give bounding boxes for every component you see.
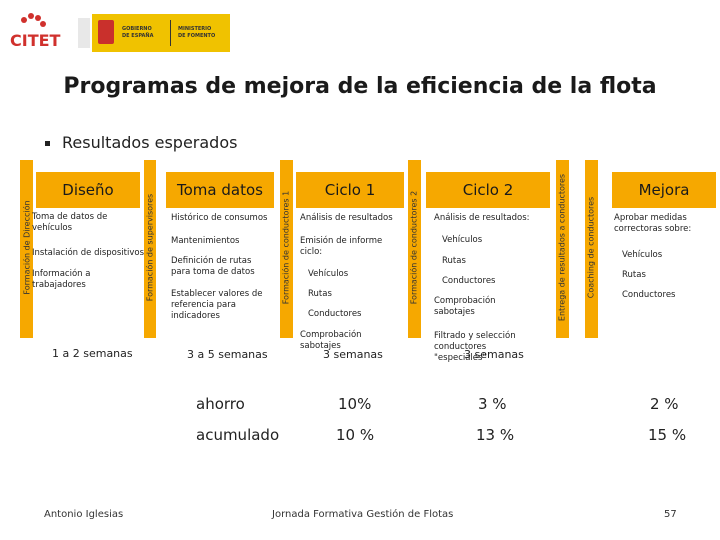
ciclo2-item-6: Filtrado y selección conductores "especi…: [434, 331, 516, 363]
citet-logo: CITET: [4, 6, 70, 52]
page-title: Programas de mejora de la eficiencia de …: [63, 74, 657, 99]
toma-item-3: Definición de rutas para toma de datos: [171, 256, 255, 277]
diseno-duration: 1 a 2 semanas: [52, 347, 133, 360]
coat-of-arms-icon: [98, 20, 114, 44]
ciclo2-item-5: Comprobación sabotajes: [434, 296, 496, 317]
ciclo1-item-3: Vehículos: [308, 269, 349, 279]
ciclo1-item-4: Rutas: [308, 289, 332, 299]
result-acumulado-ciclo1: 10 %: [336, 426, 375, 444]
mejora-item-2: Vehículos: [622, 250, 663, 260]
heading-ciclo-2: Ciclo 2: [426, 172, 550, 208]
ciclo1-duration: 3 semanas: [323, 348, 383, 361]
gov-right-line1: MINISTERIO: [178, 26, 212, 32]
result-ahorro-mejora: 2 %: [650, 395, 679, 413]
toma-duration: 3 a 5 semanas: [187, 348, 268, 361]
toma-item-2: Mantenimientos: [171, 236, 240, 246]
footer-event: Jornada Formativa Gestión de Flotas: [272, 509, 454, 520]
section-heading: Resultados esperados: [45, 133, 237, 152]
label-formacion-conductores-2: Formación de conductores 2: [409, 190, 419, 305]
svg-text:CITET: CITET: [10, 31, 61, 50]
label-coaching: Coaching de conductores: [586, 196, 596, 299]
diseno-item-2: Instalación de dispositivos: [32, 248, 145, 258]
band-formacion-conductores-1: [280, 160, 293, 338]
toma-item-4: Establecer valores de referencia para in…: [171, 289, 263, 321]
mejora-item-4: Conductores: [622, 290, 676, 300]
ciclo2-item-3: Rutas: [442, 256, 466, 266]
ciclo2-item-2: Vehículos: [442, 235, 483, 245]
diseno-item-3: Información a trabajadores: [32, 269, 91, 290]
band-formacion-direccion: [20, 160, 33, 338]
band-coaching: [585, 160, 598, 338]
heading-diseno: Diseño: [36, 172, 140, 208]
mejora-item-1: Aprobar medidas correctoras sobre:: [614, 213, 692, 234]
result-ahorro-ciclo2: 3 %: [478, 395, 507, 413]
ciclo1-item-1: Análisis de resultados: [300, 213, 393, 223]
band-entrega-resultados: [556, 160, 569, 338]
ciclo2-duration: 3 semanas: [464, 348, 524, 361]
ciclo2-item-1: Análisis de resultados:: [434, 213, 530, 223]
government-logo: GOBIERNO DE ESPAÑA MINISTERIO DE FOMENTO: [78, 14, 230, 52]
section-label: Resultados esperados: [62, 133, 238, 152]
heading-mejora: Mejora: [612, 172, 716, 208]
footer-author: Antonio Iglesias: [44, 509, 124, 520]
mejora-item-3: Rutas: [622, 270, 646, 280]
ciclo2-item-4: Conductores: [442, 276, 496, 286]
result-acumulado-ciclo2: 13 %: [476, 426, 515, 444]
gov-right-line2: DE FOMENTO: [178, 33, 216, 39]
diseno-item-1: Toma de datos de vehículos: [32, 212, 108, 233]
gov-left-line2: DE ESPAÑA: [122, 33, 154, 39]
result-label-ahorro: ahorro: [196, 395, 245, 413]
label-formacion-direccion: Formación de Dirección: [22, 200, 32, 295]
ciclo1-item-2: Emisión de informe ciclo:: [300, 236, 383, 257]
toma-item-1: Histórico de consumos: [171, 213, 268, 223]
heading-toma-datos: Toma datos: [166, 172, 274, 208]
band-formacion-supervisores: [144, 160, 156, 338]
bullet-square-icon: [45, 141, 50, 146]
result-acumulado-mejora: 15 %: [648, 426, 687, 444]
result-ahorro-ciclo1: 10%: [338, 395, 372, 413]
heading-ciclo-1: Ciclo 1: [296, 172, 404, 208]
band-formacion-conductores-2: [408, 160, 421, 338]
result-label-acumulado: acumulado: [196, 426, 280, 444]
ciclo1-item-5: Conductores: [308, 309, 362, 319]
label-formacion-conductores-1: Formación de conductores 1: [281, 190, 291, 305]
footer-page-number: 57: [664, 509, 677, 520]
ciclo1-item-6: Comprobación sabotajes: [300, 330, 362, 351]
label-entrega-resultados: Entrega de resultados a conductores: [557, 173, 567, 322]
gov-left-line1: GOBIERNO: [122, 26, 152, 32]
